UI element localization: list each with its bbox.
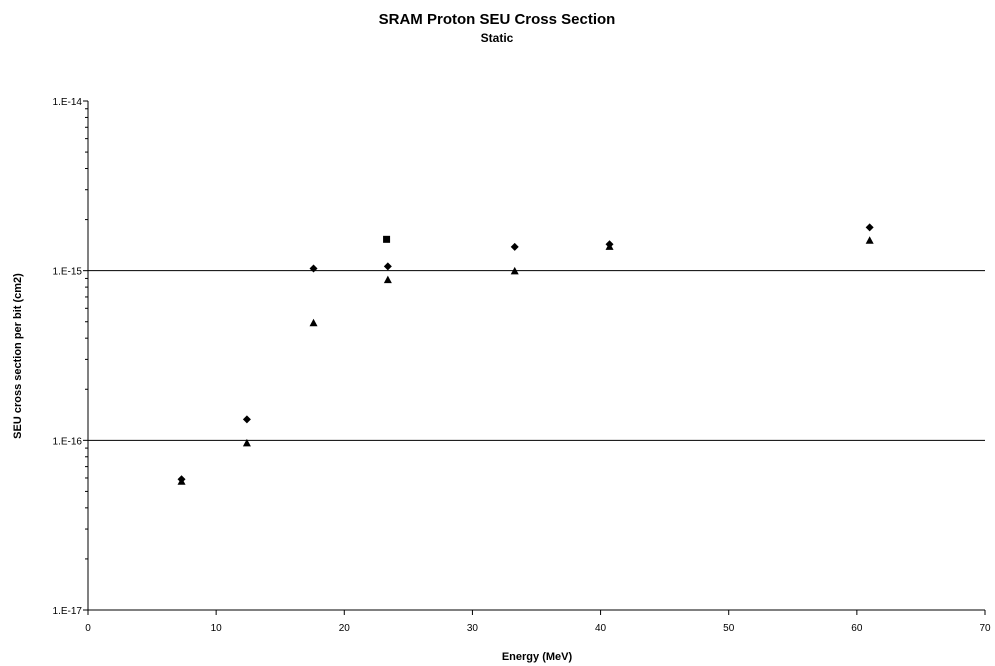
y-tick-label: 1.E-16 (53, 436, 83, 447)
triangle-data-point (177, 477, 186, 485)
diamond-data-point (309, 264, 318, 273)
diamond-data-point (865, 223, 874, 232)
tick-labels: 0 10 20 30 40 50 60 70 1.E-17 1.E-16 1.E-15 1.E-14 (53, 97, 991, 634)
y-tick-label: 1.E-14 (53, 97, 83, 108)
triangle-data-point (605, 242, 614, 250)
diamond-data-point (510, 242, 519, 251)
y-tick-label: 1.E-17 (53, 606, 83, 617)
triangle-data-point (309, 318, 318, 327)
gridlines (88, 270, 985, 441)
square-data-point (383, 235, 391, 243)
data-points (177, 223, 874, 485)
y-axis-title: SEU cross section per bit (cm2) (12, 273, 24, 439)
diamond-data-point (383, 262, 392, 271)
diamond-data-point (242, 415, 251, 424)
chart-subtitle: Static (481, 31, 514, 45)
x-tick-label: 60 (851, 623, 863, 634)
x-tick-label: 50 (723, 623, 735, 634)
x-axis-title: Energy (MeV) (502, 651, 573, 663)
axes (83, 100, 986, 615)
x-tick-label: 20 (339, 623, 351, 634)
x-tick-label: 30 (467, 623, 479, 634)
x-tick-label: 10 (211, 623, 223, 634)
x-tick-label: 70 (979, 623, 991, 634)
triangle-data-point (865, 236, 874, 244)
y-tick-label: 1.E-15 (53, 267, 83, 278)
triangle-data-point (383, 275, 392, 284)
x-tick-label: 0 (85, 623, 91, 634)
chart-title: SRAM Proton SEU Cross Section (379, 11, 616, 28)
triangle-data-point (510, 266, 519, 275)
x-tick-label: 40 (595, 623, 607, 634)
triangle-data-point (242, 438, 251, 447)
